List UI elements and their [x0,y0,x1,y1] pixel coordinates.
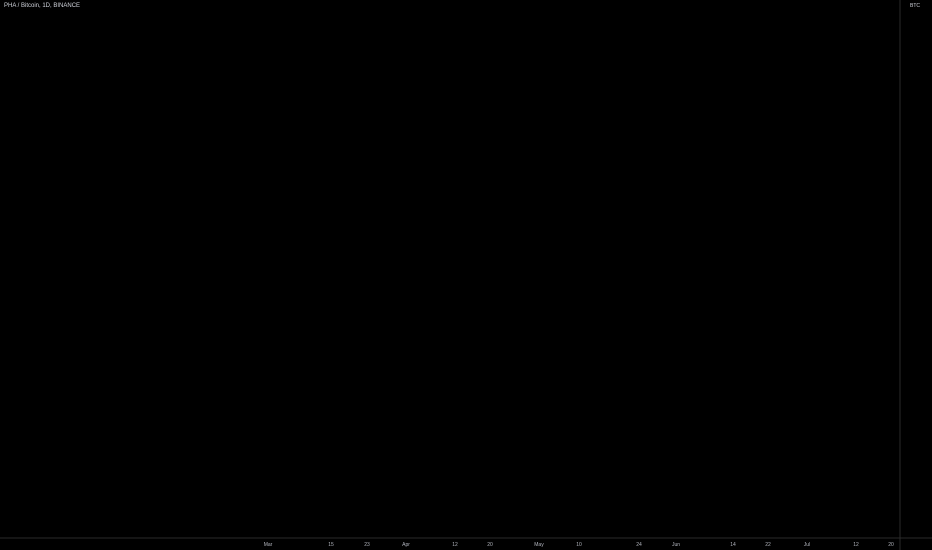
time-axis[interactable]: Mar 15 23 Apr 12 20 May 10 24 Jun 14 22 Jul 12 20 [264,542,894,548]
x-tick-label: Jun [672,542,680,548]
x-tick-label: 22 [765,542,771,548]
x-tick-label: 20 [888,542,894,548]
x-tick-label: Jul [804,542,810,548]
x-tick-label: 10 [576,542,582,548]
x-tick-label: May [534,542,544,548]
x-tick-label: 24 [636,542,642,548]
symbol-title: PHA / Bitcoin, 1D, BINANCE [4,3,81,9]
x-tick-label: 12 [452,542,458,548]
x-tick-label: 23 [364,542,370,548]
x-tick-label: Mar [264,542,273,548]
x-tick-label: Apr [402,542,410,548]
x-tick-label: 14 [730,542,736,548]
x-tick-label: 15 [328,542,334,548]
currency-label: BTC [910,3,920,9]
x-tick-label: 12 [853,542,859,548]
x-tick-label: 20 [487,542,493,548]
